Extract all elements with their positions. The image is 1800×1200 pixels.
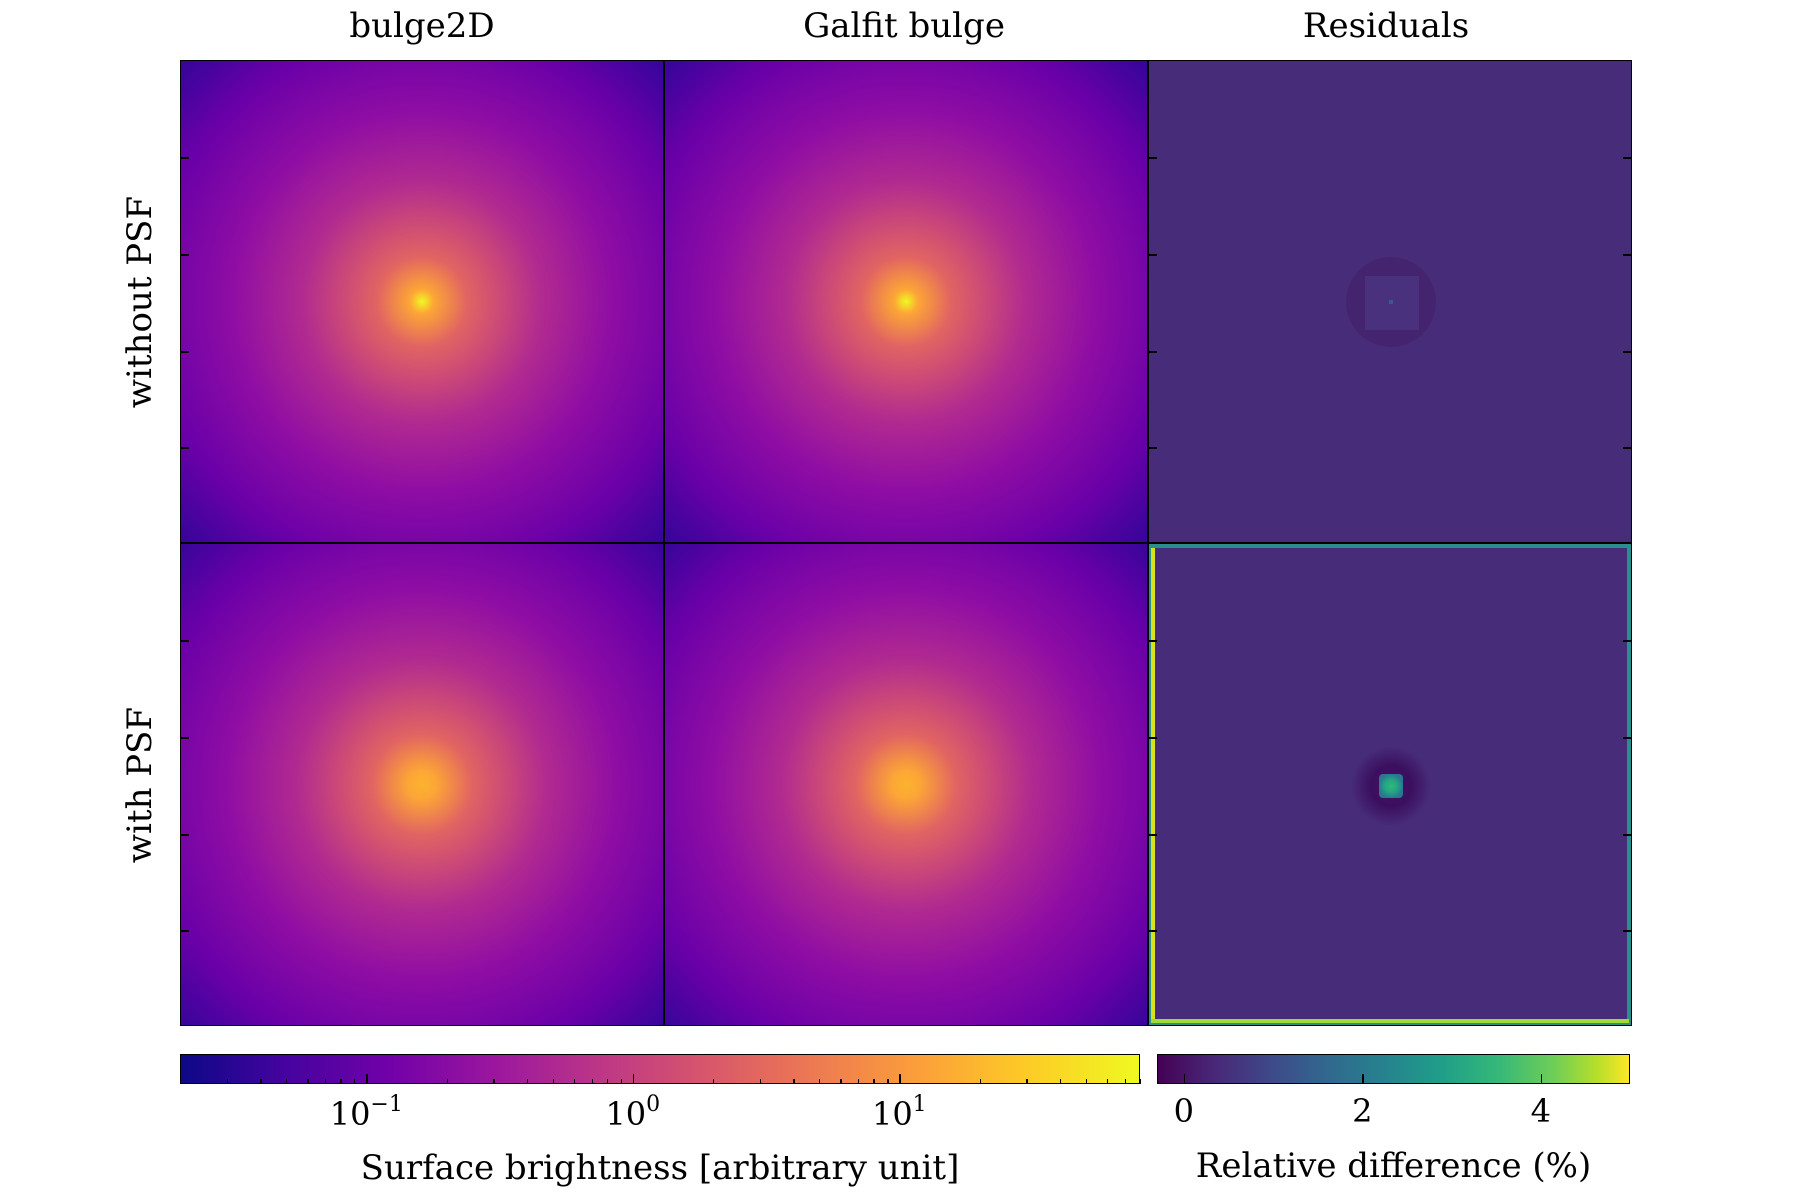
colorbar-left-minor-tick <box>260 1079 262 1084</box>
colorbar-left-minor-tick <box>819 1079 821 1084</box>
colorbar-left-tick-label: 10−1 <box>306 1092 426 1133</box>
colorbar-left-minor-tick <box>307 1079 309 1084</box>
colorbar-left-minor-tick <box>526 1079 529 1084</box>
colorbar-right-tick <box>1362 1074 1364 1084</box>
colorbar-right-label: Relative difference (%) <box>1195 1146 1592 1186</box>
colorbar-left-minor-tick <box>759 1079 762 1084</box>
tick-base: 10 <box>871 1095 913 1133</box>
panel-residuals-with-psf <box>1148 543 1632 1026</box>
colorbar-left-minor-tick <box>446 1079 448 1084</box>
colorbar-left-minor-tick <box>873 1079 875 1084</box>
row-label-without-psf: without PSF <box>120 195 160 409</box>
colorbar-right-tick-label: 2 <box>1352 1092 1373 1130</box>
colorbar-left-minor-tick <box>840 1079 842 1084</box>
panel-bulge2d-without-psf <box>180 60 664 543</box>
colorbar-left-minor-tick <box>1124 1079 1126 1084</box>
colorbar-left-minor-tick <box>793 1079 795 1084</box>
colorbar-left-minor-tick <box>1140 1079 1142 1084</box>
column-title-galfit-bulge: Galfit bulge <box>803 6 1005 46</box>
colorbar-left-minor-tick <box>286 1079 288 1084</box>
colorbar-left-minor-tick <box>591 1079 593 1084</box>
colorbar-left-minor-tick <box>180 1079 182 1084</box>
colorbar-right-tick <box>1540 1074 1543 1084</box>
colorbar-surface-brightness <box>180 1054 1140 1084</box>
colorbar-left-minor-tick <box>1085 1079 1087 1084</box>
colorbar-left-minor-tick <box>1026 1079 1028 1084</box>
colorbar-left-minor-tick <box>887 1079 889 1084</box>
tick-exponent: 0 <box>646 1092 661 1117</box>
tick-exponent: 1 <box>912 1092 927 1117</box>
row-label-with-psf: with PSF <box>120 706 160 864</box>
colorbar-left-major-tick <box>899 1074 901 1084</box>
colorbar-left-minor-tick <box>226 1079 229 1084</box>
panel-residuals-without-psf <box>1148 60 1632 543</box>
colorbar-left-tick-label: 101 <box>839 1092 959 1133</box>
colorbar-left-minor-tick <box>1106 1079 1109 1084</box>
colorbar-left-minor-tick <box>1059 1079 1062 1084</box>
colorbar-left-major-tick <box>632 1074 635 1084</box>
colorbar-relative-difference <box>1157 1054 1630 1084</box>
colorbar-right-tick <box>1183 1074 1186 1084</box>
column-title-residuals: Residuals <box>1302 6 1470 46</box>
tick-base: 10 <box>329 1095 371 1133</box>
tick-base: 10 <box>605 1095 647 1133</box>
colorbar-left-tick-label: 100 <box>573 1092 693 1133</box>
residual-center-spot <box>1379 774 1403 798</box>
colorbar-left-minor-tick <box>979 1079 981 1084</box>
panel-bulge2d-with-psf <box>180 543 664 1026</box>
colorbar-left-minor-tick <box>340 1079 342 1084</box>
tick-exponent: −1 <box>370 1092 403 1117</box>
panel-galfit-with-psf <box>664 543 1148 1026</box>
panel-galfit-without-psf <box>664 60 1148 543</box>
colorbar-left-minor-tick <box>606 1079 609 1084</box>
residual-center-dot <box>1389 300 1393 304</box>
colorbar-left-minor-tick <box>713 1079 715 1084</box>
colorbar-left-label: Surface brightness [arbitrary unit] <box>360 1148 960 1188</box>
colorbar-left-minor-tick <box>552 1079 554 1084</box>
colorbar-left-minor-tick <box>493 1079 495 1084</box>
colorbar-right-tick-label: 4 <box>1530 1092 1551 1130</box>
colorbar-left-minor-tick <box>573 1079 576 1084</box>
colorbar-left-minor-tick <box>858 1079 860 1084</box>
colorbar-right-tick-label: 0 <box>1173 1092 1194 1130</box>
column-title-bulge2d: bulge2D <box>349 6 495 46</box>
residual-left-edge <box>1151 548 1155 1020</box>
residual-bottom-edge <box>1151 1019 1629 1023</box>
colorbar-left-minor-tick <box>620 1079 622 1084</box>
colorbar-left-major-tick <box>366 1074 368 1084</box>
colorbar-left-minor-tick <box>325 1079 327 1084</box>
colorbar-left-minor-tick <box>354 1079 356 1084</box>
